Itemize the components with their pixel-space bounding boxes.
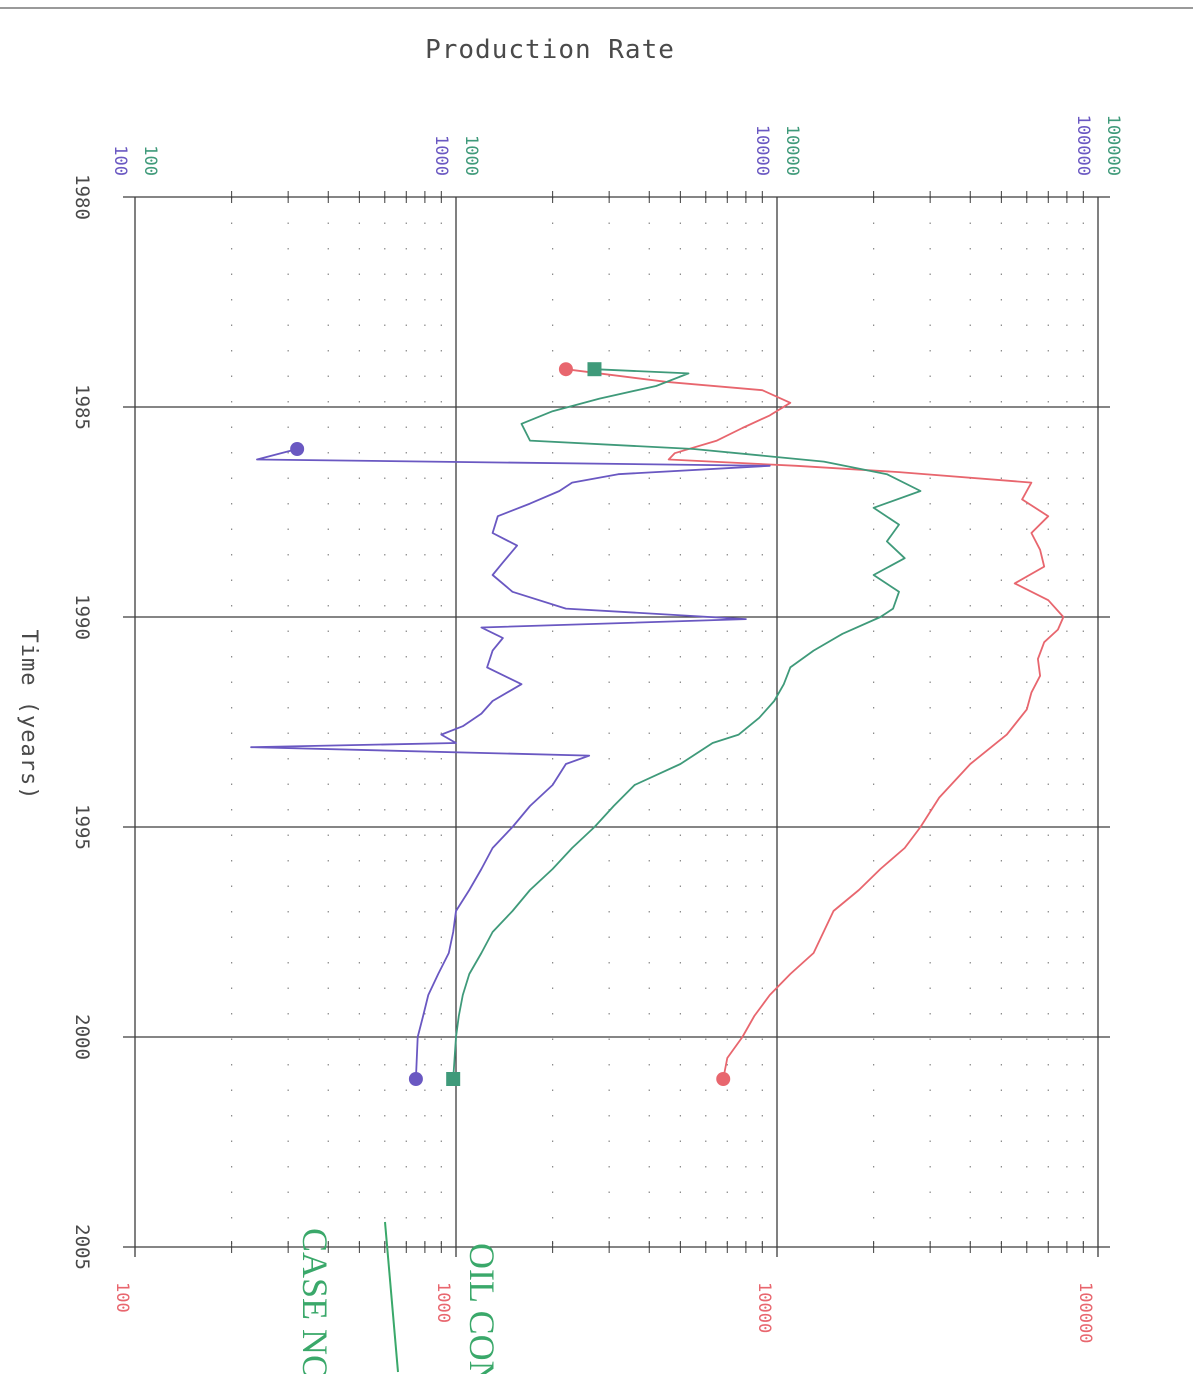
- grid-layer: [123, 191, 1110, 1257]
- series-green-line: [452, 368, 922, 1080]
- stamp-case-no: CASE NO.: [295, 1228, 335, 1374]
- label-layer: 1980 1985 1990 1995 2000 2005 100 1000 10000 1000…: [71, 115, 1123, 1344]
- tick-label-year: 1980: [71, 174, 93, 220]
- series-end-marker-circle: [290, 442, 305, 456]
- tick-label-year: 2005: [71, 1224, 93, 1270]
- x-axis-title: Time (years): [16, 630, 41, 801]
- tick-label-rate-green: 10000: [782, 125, 802, 176]
- tick-label-rate-green: 1000: [461, 135, 481, 176]
- tick-label-rate-green: 100000: [1103, 115, 1123, 176]
- tick-label-rate-purple: 10000: [752, 125, 772, 176]
- chart-title: Production Rate: [425, 35, 675, 65]
- marker-layer: [290, 362, 731, 1086]
- tick-label-year: 2000: [71, 1014, 93, 1060]
- tick-label-rate-red: 10000: [754, 1282, 774, 1333]
- series-end-marker-square: [587, 362, 602, 377]
- tick-label-year: 1990: [71, 594, 93, 640]
- tick-label-rate-green: 100: [140, 145, 160, 176]
- tick-label-year: 1995: [71, 804, 93, 850]
- series-end-marker-circle: [408, 1072, 423, 1086]
- tick-label-year: 1985: [71, 384, 93, 430]
- stamp-stroke: [384, 1221, 399, 1373]
- series-red-line: [565, 368, 1065, 1080]
- tick-label-rate-red: 100: [112, 1282, 132, 1313]
- tick-label-rate-red: 100000: [1075, 1282, 1095, 1343]
- series-end-marker-circle: [558, 362, 573, 377]
- series-layer: [250, 368, 1065, 1080]
- tick-label-rate-purple: 1000: [431, 135, 451, 176]
- tick-label-rate-red: 1000: [433, 1282, 453, 1323]
- series-end-marker-circle: [716, 1072, 731, 1086]
- tick-label-rate-purple: 100000: [1073, 115, 1093, 176]
- tick-label-rate-purple: 100: [110, 145, 130, 176]
- series-end-marker-square: [446, 1072, 461, 1086]
- series-purple-line: [250, 448, 771, 1080]
- stamp-oil-con: OIL CON: [462, 1243, 502, 1374]
